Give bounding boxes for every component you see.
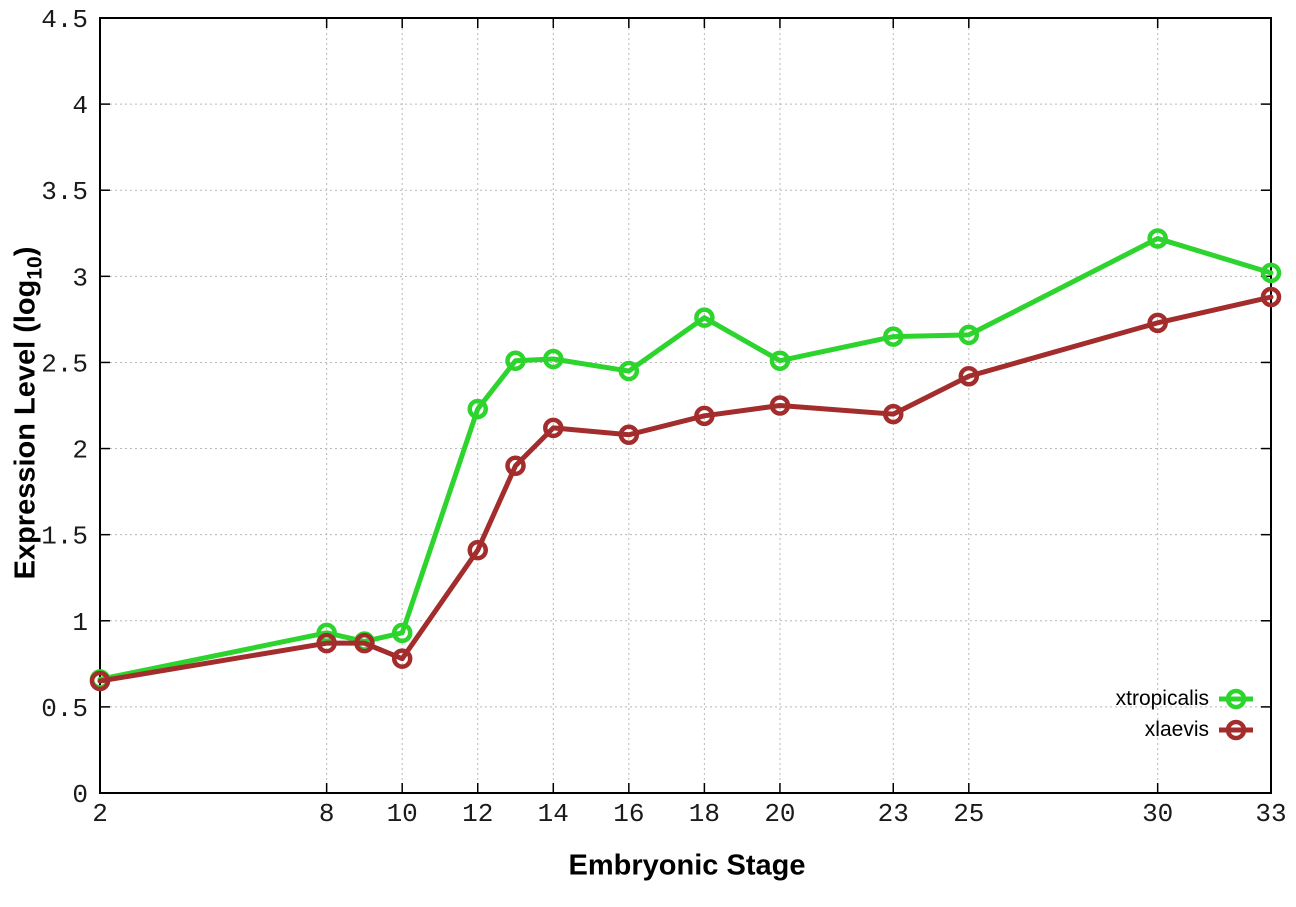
data-point-marker-xlaevis <box>1147 312 1168 334</box>
series-xlaevis <box>89 286 1282 692</box>
data-point-marker-xtropicalis <box>769 350 791 371</box>
data-point-marker-xtropicalis <box>505 350 526 371</box>
y-tick-label: 4 <box>72 91 88 121</box>
y-tick-label: 3 <box>72 263 88 293</box>
legend-item-xtropicalis: xtropicalis <box>1116 684 1253 714</box>
data-point-marker-xtropicalis <box>883 326 904 347</box>
x-tick-label: 14 <box>538 799 569 829</box>
x-axis-title: Embryonic Stage <box>568 849 806 882</box>
x-tick-label: 12 <box>462 799 493 829</box>
x-tick-label: 16 <box>613 799 644 829</box>
data-point-marker-xtropicalis <box>467 398 488 420</box>
series-line-xtropicalis <box>97 235 1274 682</box>
data-point-marker-xtropicalis <box>1260 262 1282 284</box>
data-point-marker-xlaevis <box>694 405 715 427</box>
x-tick-label: 8 <box>319 799 335 829</box>
legend-item-xlaevis: xlaevis <box>1116 715 1253 745</box>
data-point-marker-xlaevis <box>316 632 337 654</box>
legend: xtropicalis xlaevis <box>1116 684 1253 745</box>
x-tick-label: 30 <box>1142 799 1173 829</box>
data-point-marker-xlaevis <box>467 539 488 561</box>
y-axis-title-text: Expression Level (log <box>9 279 42 580</box>
data-point-marker-xlaevis <box>769 395 791 416</box>
y-tick-label: 1.5 <box>41 522 88 552</box>
y-tick-label: 4.5 <box>41 5 88 35</box>
data-point-marker-xlaevis <box>505 455 526 477</box>
grid-lines <box>100 18 1271 793</box>
axis-ticks <box>99 17 1272 794</box>
legend-label-xtropicalis: xtropicalis <box>1115 687 1209 710</box>
data-point-marker-xlaevis <box>1260 286 1282 308</box>
plot-border <box>99 17 1272 794</box>
legend-marker-xlaevis <box>1219 719 1253 741</box>
x-tick-label: 10 <box>387 799 418 829</box>
y-tick-label: 1 <box>72 608 88 638</box>
x-tick-label: 20 <box>764 799 795 829</box>
data-point-marker-xlaevis <box>354 632 375 654</box>
y-tick-label: 3.5 <box>41 177 88 207</box>
y-axis-title-suffix: ) <box>9 246 42 257</box>
data-point-marker-xtropicalis <box>1147 228 1168 249</box>
x-tick-label: 33 <box>1255 799 1286 829</box>
series-xtropicalis <box>89 228 1282 690</box>
legend-label-xlaevis: xlaevis <box>1144 718 1209 741</box>
x-tick-label: 25 <box>953 799 984 829</box>
y-tick-label: 0.5 <box>41 694 88 724</box>
data-point-marker-xtropicalis <box>694 307 715 328</box>
y-tick-label: 0 <box>72 780 88 810</box>
x-tick-label: 2 <box>92 799 108 829</box>
y-tick-label: 2.5 <box>41 349 88 379</box>
y-tick-labels: 0 0.5 1 1.5 2 2.5 3 3.5 4 4.5 <box>41 5 88 810</box>
data-point-marker-xtropicalis <box>958 324 980 346</box>
series-line-xlaevis <box>97 294 1274 684</box>
data-point-marker-xlaevis <box>89 670 111 692</box>
data-point-marker-xtropicalis <box>391 622 413 644</box>
x-tick-label: 18 <box>689 799 720 829</box>
legend-marker-xtropicalis <box>1219 688 1253 710</box>
x-tick-labels: 2 8 10 12 14 16 18 20 23 25 30 33 <box>92 799 1286 829</box>
y-tick-label: 2 <box>72 436 88 466</box>
data-point-marker-xtropicalis <box>543 348 564 370</box>
data-point-marker-xlaevis <box>958 365 980 387</box>
data-point-marker-xlaevis <box>618 424 640 446</box>
data-point-marker-xtropicalis <box>618 360 640 382</box>
x-tick-label: 23 <box>878 799 909 829</box>
y-axis-title-subscript: 10 <box>23 256 47 280</box>
y-axis-title: Expression Level (log10) <box>9 246 47 580</box>
data-point-marker-xlaevis <box>883 403 904 425</box>
data-point-marker-xlaevis <box>391 648 413 669</box>
data-point-marker-xlaevis <box>543 417 564 439</box>
